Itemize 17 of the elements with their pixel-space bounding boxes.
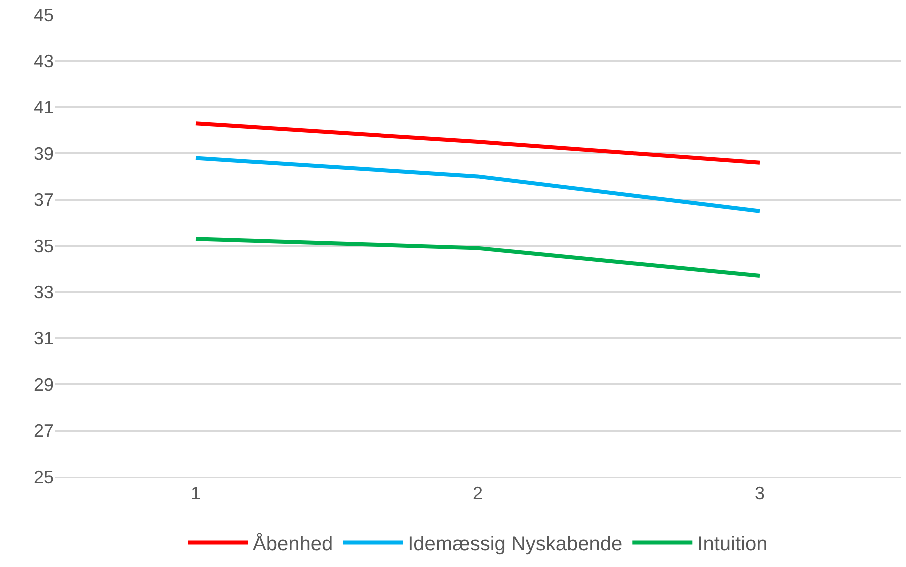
y-tick-label: 41 [34, 98, 54, 118]
y-tick-label: 31 [34, 328, 54, 349]
x-tick-label: 2 [472, 484, 484, 504]
y-tick-label: 37 [34, 190, 54, 210]
legend-label: Intuition [698, 534, 768, 556]
y-tick-label: 35 [34, 236, 54, 256]
y-tick-label: 43 [34, 52, 54, 72]
y-tick-label: 39 [34, 144, 54, 164]
y-tick-label: 33 [34, 282, 54, 302]
y-tick-label: 27 [34, 421, 54, 442]
y-tick-label: 45 [34, 5, 54, 26]
legend-label: Idemæssig Nyskabende [408, 534, 623, 556]
x-tick-label: 1 [190, 484, 202, 504]
x-tick-label: 3 [754, 484, 766, 504]
y-tick-label: 29 [34, 374, 54, 395]
y-tick-label: 25 [34, 467, 54, 488]
legend-label: Åbenhed [253, 532, 334, 556]
